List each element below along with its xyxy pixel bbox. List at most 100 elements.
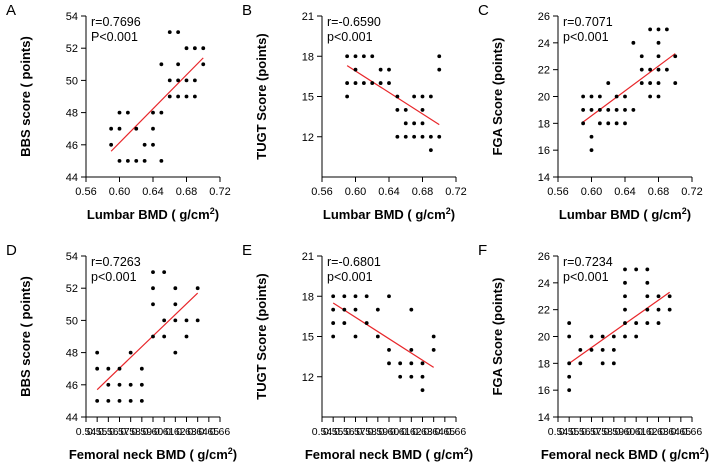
x-tick-label: 0.54 xyxy=(76,426,97,438)
data-point xyxy=(611,334,616,339)
data-point xyxy=(109,126,114,131)
data-point xyxy=(614,94,619,99)
data-point xyxy=(361,81,366,85)
y-tick-label: 20 xyxy=(538,92,550,104)
data-point xyxy=(634,267,639,272)
x-tick-label: 0.61 xyxy=(390,426,411,438)
data-point xyxy=(611,361,616,366)
data-point xyxy=(106,399,111,403)
data-point xyxy=(606,121,611,126)
data-point xyxy=(151,302,155,307)
x-tick-label: 0.56 xyxy=(75,186,96,198)
x-tick-label: 0.64 xyxy=(187,426,208,438)
data-point xyxy=(128,399,133,403)
y-axis-label: TUGT Score (points) xyxy=(254,273,269,399)
data-point xyxy=(589,134,594,139)
data-point xyxy=(331,321,336,325)
data-point xyxy=(353,334,358,339)
data-point xyxy=(151,270,155,274)
data-point xyxy=(353,54,358,59)
data-point xyxy=(184,94,189,99)
data-point xyxy=(331,294,336,299)
y-tick-label: 50 xyxy=(66,75,78,87)
data-point xyxy=(631,40,636,45)
data-point xyxy=(578,361,583,366)
data-point xyxy=(342,294,347,299)
data-point xyxy=(420,108,425,112)
y-tick-label: 12 xyxy=(302,132,314,144)
x-tick-label: 0.54 xyxy=(312,426,333,438)
y-tick-label: 54 xyxy=(66,251,78,263)
data-point xyxy=(645,307,650,312)
x-axis-label-text: Lumbar BMD ( g/cm xyxy=(323,207,446,222)
data-point xyxy=(639,67,644,72)
x-tick-label: 0.65 xyxy=(199,426,220,438)
data-point xyxy=(173,286,178,291)
data-point xyxy=(192,94,197,99)
y-tick-label: 12 xyxy=(302,372,314,384)
y-tick-label: 21 xyxy=(302,11,314,23)
y-tick-label: 18 xyxy=(302,51,314,63)
data-point xyxy=(151,126,155,131)
data-point xyxy=(398,374,403,379)
y-tick-label: 26 xyxy=(538,11,550,23)
stat-p: P<0.001 xyxy=(91,30,138,44)
data-point xyxy=(361,54,366,59)
x-tick-label: 0.61 xyxy=(154,426,175,438)
data-point xyxy=(353,294,358,299)
x-tick-label: 0.60 xyxy=(379,426,400,438)
x-tick-label: 0.58 xyxy=(120,426,141,438)
panel-b: B 12 15 18 21 0.56 0.60 0.64 0.68 0.72 Lumbar BMD … xyxy=(242,2,467,222)
data-point xyxy=(342,321,347,325)
data-point xyxy=(634,334,639,339)
x-tick-label: 0.66 xyxy=(210,426,231,438)
data-point xyxy=(437,134,442,139)
data-point xyxy=(128,350,133,355)
regression-line xyxy=(346,65,440,126)
x-tick-label: 0.72 xyxy=(681,186,702,198)
stat-r: r=0.7696 xyxy=(91,15,141,29)
data-point xyxy=(117,126,122,131)
data-point xyxy=(109,142,114,147)
x-axis-label: Femoral neck BMD ( g/cm2) xyxy=(305,446,473,462)
x-tick-label: 0.64 xyxy=(423,426,444,438)
data-point xyxy=(606,108,611,112)
data-point xyxy=(176,94,181,99)
data-point xyxy=(331,307,336,312)
x-axis-label-text: Femoral neck BMD ( g/cm xyxy=(541,447,700,462)
data-point xyxy=(597,94,602,99)
x-tick-label: 0.56 xyxy=(570,426,591,438)
y-tick-label: 22 xyxy=(538,65,550,77)
data-point xyxy=(597,108,602,112)
x-tick-label: 0.60 xyxy=(581,186,602,198)
data-point xyxy=(656,94,661,99)
data-point xyxy=(176,78,181,83)
data-point xyxy=(648,27,653,32)
x-tick-label: 0.65 xyxy=(671,426,692,438)
regression-line xyxy=(568,291,671,364)
x-tick-label: 0.68 xyxy=(648,186,669,198)
x-tick-label: 0.55 xyxy=(87,426,108,438)
x-tick-label: 0.60 xyxy=(143,426,164,438)
data-point xyxy=(589,94,594,99)
y-tick-label: 44 xyxy=(66,172,78,184)
data-point xyxy=(159,110,164,115)
data-point xyxy=(353,307,358,312)
data-point xyxy=(437,54,442,59)
data-point xyxy=(673,81,678,85)
data-point xyxy=(184,334,189,339)
data-point xyxy=(125,110,130,115)
panel-letter: A xyxy=(6,2,16,19)
data-point xyxy=(664,67,669,72)
data-point xyxy=(656,81,661,85)
x-axis-label-sup: 2 xyxy=(446,206,451,216)
y-tick-label: 18 xyxy=(302,291,314,303)
x-axis-label-end: ) xyxy=(687,207,691,222)
x-axis-label: Femoral neck BMD ( g/cm2) xyxy=(541,446,709,462)
data-point xyxy=(387,67,391,72)
data-point xyxy=(656,294,661,299)
data-point xyxy=(634,321,639,325)
data-point xyxy=(567,361,572,366)
data-point xyxy=(581,94,586,99)
data-point xyxy=(364,321,369,325)
